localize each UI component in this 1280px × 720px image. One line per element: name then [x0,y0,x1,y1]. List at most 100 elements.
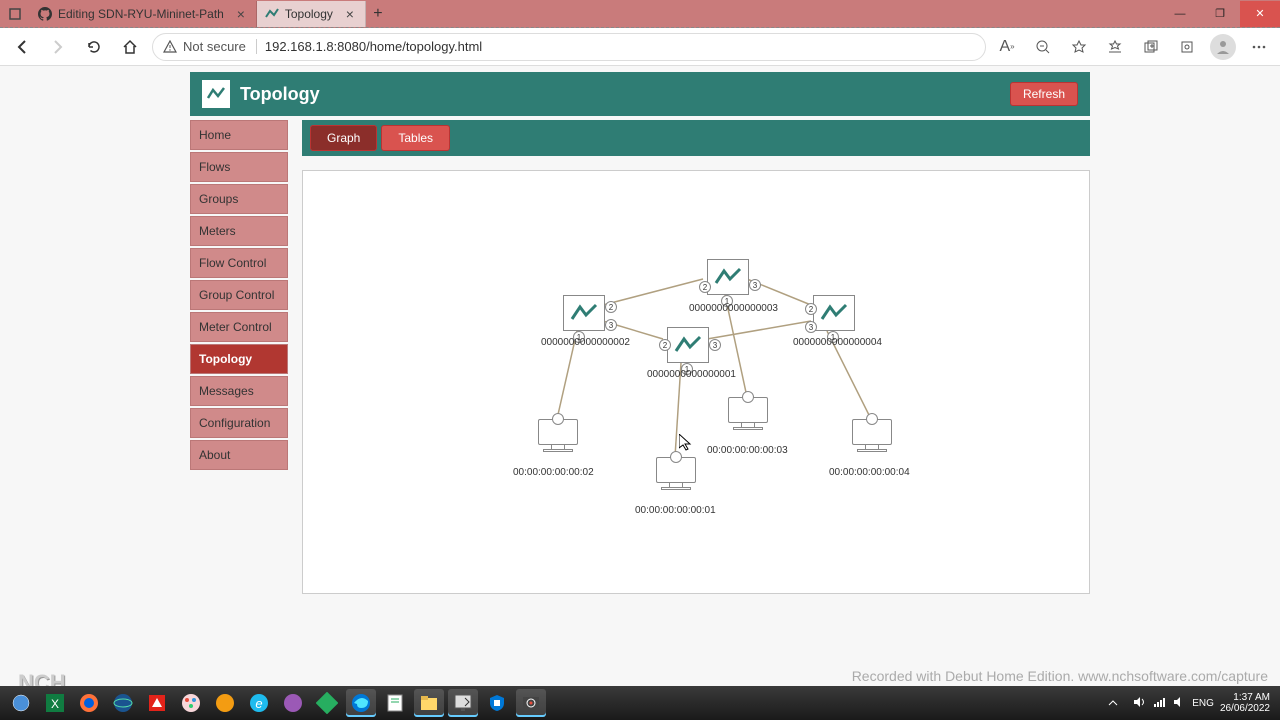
sidebar: Home Flows Groups Meters Flow Control Gr… [190,120,288,594]
tab-close-icon[interactable]: × [343,7,357,21]
tray-network-icon[interactable] [1152,695,1166,712]
taskbar-security-icon[interactable] [482,689,512,717]
view-tabbar: Graph Tables [302,120,1090,156]
svg-text:X: X [51,697,59,711]
browser-essentials-icon[interactable] [1174,34,1200,60]
tab-github-title: Editing SDN-RYU-Mininet-Path [58,7,224,21]
zoom-icon[interactable] [1030,34,1056,60]
sidebar-item-configuration[interactable]: Configuration [190,408,288,438]
switch-port: 2 [659,339,671,351]
taskbar-firefox-icon[interactable] [74,689,104,717]
taskbar-app2-icon[interactable] [278,689,308,717]
recording-watermark: Recorded with Debut Home Edition. www.nc… [852,668,1268,684]
taskbar-putty-icon[interactable] [448,689,478,717]
home-button[interactable] [116,33,144,61]
switch-port: 3 [605,319,617,331]
switch-node[interactable] [813,295,855,331]
switch-label: 0000000000000001 [647,369,736,380]
taskbar-app3-icon[interactable] [312,689,342,717]
forward-button[interactable] [44,33,72,61]
switch-port: 2 [605,301,617,313]
sidebar-item-group-control[interactable]: Group Control [190,280,288,310]
switch-port: 3 [709,339,721,351]
tab-graph[interactable]: Graph [310,125,377,151]
host-label: 00:00:00:00:00:03 [707,445,788,456]
switch-port: 2 [805,303,817,315]
page-title: Topology [240,84,1010,105]
start-button[interactable] [6,689,36,717]
tab-topology-title: Topology [285,7,333,21]
switch-port: 2 [699,281,711,293]
favorites-bar-icon[interactable] [1102,34,1128,60]
host-label: 00:00:00:00:00:04 [829,467,910,478]
svg-text:e: e [255,696,262,711]
sidebar-item-home[interactable]: Home [190,120,288,150]
back-button[interactable] [8,33,36,61]
taskbar-excel-icon[interactable]: X [40,689,70,717]
taskbar-recorder-icon[interactable] [516,689,546,717]
profile-button[interactable] [1210,34,1236,60]
taskbar-ie-icon[interactable]: e [244,689,274,717]
taskbar-paint-icon[interactable] [176,689,206,717]
taskbar-notepad-icon[interactable] [380,689,410,717]
topology-canvas[interactable]: 1230000000000000002123000000000000000312… [302,170,1090,594]
host-port [866,413,878,425]
sidebar-item-flows[interactable]: Flows [190,152,288,182]
not-secure-indicator[interactable]: Not secure [163,39,257,54]
read-aloud-icon[interactable]: A» [994,34,1020,60]
tab-tables[interactable]: Tables [381,125,450,151]
tray-language[interactable]: ENG [1192,698,1214,709]
taskbar-edge-icon[interactable] [346,689,376,717]
sidebar-item-groups[interactable]: Groups [190,184,288,214]
taskbar-sketchup-icon[interactable] [142,689,172,717]
tray-sound-icon[interactable] [1132,695,1146,712]
switch-node[interactable] [667,327,709,363]
switch-port: 3 [805,321,817,333]
switch-port: 3 [749,279,761,291]
switch-label: 0000000000000003 [689,303,778,314]
tab-actions-icon[interactable] [0,7,30,21]
favorites-icon[interactable] [1066,34,1092,60]
sidebar-item-meter-control[interactable]: Meter Control [190,312,288,342]
refresh-data-button[interactable]: Refresh [1010,82,1078,106]
host-port [742,391,754,403]
github-icon [38,7,52,21]
tray-clock[interactable]: 1:37 AM 26/06/2022 [1220,692,1274,714]
window-close-button[interactable]: ✕ [1240,1,1280,27]
browser-titlebar: Editing SDN-RYU-Mininet-Path × Topology … [0,0,1280,28]
switch-label: 0000000000000002 [541,337,630,348]
tab-close-icon[interactable]: × [234,7,248,21]
window-maximize-button[interactable]: ❐ [1200,1,1240,27]
sidebar-item-about[interactable]: About [190,440,288,470]
page-header: Topology Refresh [190,72,1090,116]
taskbar-app-icon[interactable] [210,689,240,717]
host-label: 00:00:00:00:00:02 [513,467,594,478]
menu-button[interactable] [1246,34,1272,60]
address-bar: Not secure 192.168.1.8:8080/home/topolog… [0,28,1280,66]
tray-up-icon[interactable] [1100,690,1126,716]
url-input[interactable]: Not secure 192.168.1.8:8080/home/topolog… [152,33,986,61]
tab-topology[interactable]: Topology × [257,1,366,27]
switch-node[interactable] [707,259,749,295]
tray-volume-icon[interactable] [1172,695,1186,712]
page-icon [265,7,279,21]
sidebar-item-meters[interactable]: Meters [190,216,288,246]
sidebar-item-flow-control[interactable]: Flow Control [190,248,288,278]
tab-github[interactable]: Editing SDN-RYU-Mininet-Path × [30,1,257,27]
taskbar-explorer-icon[interactable] [414,689,444,717]
host-label: 00:00:00:00:00:01 [635,505,716,516]
switch-node[interactable] [563,295,605,331]
switch-label: 0000000000000004 [793,337,882,348]
new-tab-button[interactable]: + [366,5,390,23]
refresh-button[interactable] [80,33,108,61]
host-port [670,451,682,463]
host-port [552,413,564,425]
taskbar[interactable]: X e ENG 1:37 AM 26/06/2022 [0,686,1280,720]
window-minimize-button[interactable]: — [1160,1,1200,27]
taskbar-globe-icon[interactable] [108,689,138,717]
sidebar-item-messages[interactable]: Messages [190,376,288,406]
app-logo-icon [202,80,230,108]
sidebar-item-topology[interactable]: Topology [190,344,288,374]
collections-icon[interactable] [1138,34,1164,60]
url-text: 192.168.1.8:8080/home/topology.html [265,39,482,54]
